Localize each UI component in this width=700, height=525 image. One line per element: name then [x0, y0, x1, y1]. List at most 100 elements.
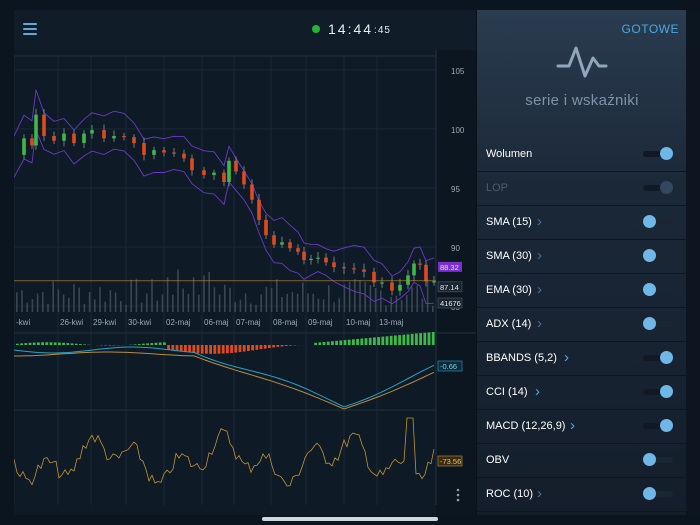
toggle-track — [643, 423, 673, 429]
indicator-row[interactable]: Wolumen — [477, 138, 687, 172]
toggle-track — [643, 491, 673, 497]
volume-bar — [125, 304, 127, 312]
price-chart[interactable]: 105100959085-kwi26-kwi29-kwi30-kwi02-maj… — [14, 50, 476, 515]
more-options-icon — [456, 493, 460, 497]
chevron-right-icon[interactable]: › — [535, 383, 540, 400]
indicator-toggle[interactable] — [643, 487, 673, 500]
date-label: 13-maj — [379, 318, 404, 327]
toggle-knob — [660, 385, 673, 398]
macd-histogram-bar — [242, 345, 246, 352]
indicator-row[interactable]: ADX (14) › — [477, 308, 687, 342]
volume-bar — [88, 292, 91, 312]
indicator-row[interactable]: LOP — [477, 172, 687, 206]
indicator-toggle[interactable] — [643, 317, 673, 330]
toggle-track — [643, 389, 673, 395]
macd-histogram-bar — [263, 345, 267, 349]
volume-bar — [140, 302, 143, 312]
volume-bar — [317, 298, 320, 312]
volume-bar — [114, 292, 117, 312]
candle-body — [296, 248, 300, 252]
macd-histogram-bar — [200, 345, 204, 354]
macd-histogram-bar — [209, 345, 212, 354]
macd-value: -0.66 — [440, 362, 457, 371]
hamburger-menu-icon[interactable] — [23, 23, 37, 35]
indicator-toggle[interactable] — [643, 181, 673, 194]
indicator-toggle[interactable] — [643, 249, 673, 262]
macd-histogram-bar — [41, 342, 44, 345]
volume-bar — [302, 282, 304, 312]
home-indicator[interactable] — [262, 517, 438, 521]
volume-bar — [359, 280, 361, 312]
macd-histogram-bar — [255, 345, 259, 350]
candle-body — [62, 133, 66, 141]
macd-histogram-bar — [150, 343, 154, 345]
chevron-right-icon[interactable]: › — [537, 315, 542, 332]
volume-bar — [296, 293, 299, 312]
indicator-toggle[interactable] — [643, 453, 673, 466]
volume-bar — [250, 303, 252, 312]
candle-body — [152, 150, 156, 155]
macd-histogram-bar — [284, 345, 288, 346]
date-label: 06-maj — [204, 318, 229, 327]
macd-histogram-bar — [406, 334, 410, 345]
indicator-label: SMA (30) — [486, 250, 532, 262]
macd-histogram-bar — [268, 345, 271, 348]
macd-histogram-bar — [423, 332, 427, 345]
chevron-right-icon[interactable]: › — [537, 247, 542, 264]
macd-histogram-bar — [171, 345, 175, 351]
volume-bar — [166, 277, 169, 312]
candle-body — [234, 160, 238, 172]
indicator-list: Wolumen LOP SMA (15) › SMA (30) › EMA (30) › ADX… — [477, 138, 687, 512]
chevron-right-icon[interactable]: › — [537, 213, 542, 230]
candle-body — [332, 262, 336, 268]
volume-bar — [83, 303, 86, 312]
indicator-row[interactable]: SMA (30) › — [477, 240, 687, 274]
candle-body — [288, 242, 292, 249]
indicator-toggle[interactable] — [643, 283, 673, 296]
toggle-knob — [660, 419, 673, 432]
macd-histogram-bar — [184, 345, 187, 353]
indicator-row[interactable]: EMA (30) › — [477, 274, 687, 308]
candle-body — [172, 152, 176, 154]
volume-bar — [239, 299, 242, 312]
indicator-row[interactable]: BBANDS (5,2) › — [477, 342, 687, 376]
indicator-row[interactable]: MACD (12,26,9) › — [477, 410, 687, 444]
candle-body — [406, 275, 410, 285]
volume-bar — [374, 288, 377, 312]
volume-bar — [213, 287, 216, 312]
macd-histogram-bar — [352, 339, 355, 345]
indicators-panel: GOTOWE serie i wskaźniki Wolumen LOP SMA (… — [476, 10, 687, 515]
candle-body — [398, 284, 402, 291]
volume-bar — [265, 286, 268, 312]
candle-body — [316, 257, 320, 259]
macd-histogram-bar — [398, 335, 401, 345]
volume-bar — [52, 281, 54, 312]
macd-histogram-bar — [238, 345, 242, 353]
indicator-row[interactable]: SMA (15) › — [477, 206, 687, 240]
chevron-right-icon[interactable]: › — [564, 349, 569, 366]
chevron-right-icon[interactable]: › — [537, 485, 542, 502]
indicator-toggle[interactable] — [643, 147, 673, 160]
indicator-toggle[interactable] — [643, 215, 673, 228]
volume-bar — [338, 298, 340, 312]
chevron-right-icon[interactable]: › — [537, 281, 542, 298]
volume-bar — [177, 269, 179, 312]
chevron-right-icon[interactable]: › — [570, 417, 575, 434]
indicator-label: ADX (14) — [486, 318, 532, 330]
macd-histogram-bar — [163, 342, 166, 345]
indicator-toggle[interactable] — [643, 351, 673, 364]
chart-area[interactable]: 105100959085-kwi26-kwi29-kwi30-kwi02-maj… — [14, 50, 476, 515]
candle-body — [132, 137, 136, 144]
indicator-label: LOP — [486, 182, 509, 194]
candle-body — [264, 219, 268, 236]
indicator-row[interactable]: OBV — [477, 444, 687, 478]
indicator-row[interactable]: CCI (14) › — [477, 376, 687, 410]
done-button[interactable]: GOTOWE — [621, 22, 679, 36]
candle-body — [34, 114, 38, 146]
indicator-toggle[interactable] — [643, 385, 673, 398]
candle-body — [222, 172, 226, 183]
indicator-toggle[interactable] — [643, 419, 673, 432]
indicator-row[interactable]: ROC (10) › — [477, 478, 687, 512]
price-badge — [437, 297, 463, 309]
candle-body — [242, 171, 246, 185]
